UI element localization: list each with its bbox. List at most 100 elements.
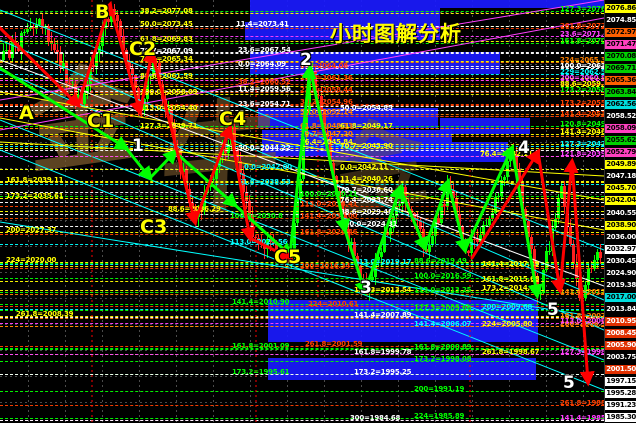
price-tick[interactable]: 2024.90	[606, 269, 636, 277]
candle-body	[386, 231, 389, 235]
fibonacci-label: 113.0=2038.41	[300, 200, 358, 208]
price-tick[interactable]: 2017.00	[605, 293, 636, 302]
price-tick[interactable]: 2063.84	[605, 88, 636, 97]
fibonacci-label: 173.2=1998.08	[414, 355, 472, 363]
projection-wave-red-segment	[558, 157, 579, 292]
price-tick[interactable]: 2030.45	[606, 257, 636, 265]
candle-body	[218, 154, 221, 168]
candle-body	[473, 238, 476, 240]
fibonacci-label: 224=2005.80	[482, 320, 533, 328]
fibonacci-line	[0, 36, 604, 37]
fibonacci-label: 113.0=2019.17	[354, 258, 412, 266]
candle-body	[56, 49, 59, 52]
price-tick[interactable]: 2074.85	[606, 16, 636, 24]
price-tick[interactable]: 2055.62	[605, 136, 636, 145]
price-tick[interactable]: 2001.50	[605, 365, 636, 374]
candle-body	[515, 155, 518, 170]
projection-wave-red-segment	[536, 150, 566, 295]
corrective-wave-red-segment	[108, 3, 145, 117]
price-tick[interactable]: 2032.97	[605, 245, 636, 254]
fibonacci-line	[0, 323, 604, 324]
trend-line	[0, 117, 604, 231]
fibonacci-label: 173.2=2058.65	[560, 86, 604, 94]
price-tick[interactable]: 2010.95	[605, 317, 636, 326]
fibonacci-line	[0, 218, 604, 219]
candle-wick	[264, 241, 265, 259]
fibonacci-line	[0, 202, 604, 203]
price-tick[interactable]: 2038.90	[605, 221, 636, 230]
price-tick[interactable]: 2008.45	[605, 329, 636, 338]
price-tick[interactable]: 2071.47	[605, 40, 636, 49]
price-axis-scale[interactable]: 2076.86 2074.85 2072.97 2071.47 2070.08 2069.…	[604, 0, 636, 423]
price-tick[interactable]: 2003.75	[606, 353, 636, 361]
wave-point-label-2: 2	[300, 50, 312, 70]
fibonacci-label: 161.8=2001.09	[232, 342, 290, 350]
price-tick[interactable]: 2058.09	[605, 124, 636, 133]
candle-body	[578, 279, 581, 299]
price-tick[interactable]: 2036.00	[606, 233, 636, 241]
impulse-wave-green-segment	[148, 148, 179, 180]
candle-body	[95, 53, 98, 67]
grid-line-horizontal	[0, 350, 604, 351]
price-tick[interactable]: 2040.55	[606, 209, 636, 217]
candle-body	[431, 235, 434, 245]
price-tick[interactable]: 2065.36	[605, 76, 636, 85]
price-tick[interactable]: 2072.97	[605, 28, 636, 37]
price-tick[interactable]: 2005.90	[605, 341, 636, 350]
price-tick[interactable]: 1997.15	[605, 377, 636, 386]
fibonacci-line	[0, 182, 604, 183]
fibonacci-line	[0, 104, 604, 105]
fibonacci-line	[0, 391, 604, 392]
price-tick[interactable]: 2070.08	[605, 52, 636, 61]
price-tick[interactable]: 1995.28	[605, 389, 636, 398]
fibonacci-label: 120.8=2049.61	[560, 120, 604, 128]
corrective-wave-red-segment	[228, 126, 256, 243]
price-tick[interactable]: 2076.86	[605, 4, 636, 13]
fibonacci-label: 200=1991.19	[414, 385, 465, 393]
price-tick[interactable]: 2058.52	[606, 112, 636, 120]
wave-point-label-1: 1	[132, 136, 144, 156]
fibonacci-line	[0, 263, 604, 264]
price-tick[interactable]: 2013.84	[606, 305, 636, 313]
grid-line-horizontal	[0, 272, 604, 273]
candle-body	[38, 19, 41, 26]
price-tick[interactable]: 2019.38	[606, 281, 636, 289]
candle-body	[41, 19, 44, 29]
candle-body	[359, 266, 362, 280]
candle-body	[62, 63, 65, 68]
price-tick[interactable]: 2049.89	[605, 160, 636, 169]
chart-plot-area[interactable]: 金 牛 金 38.2=2077.08127.3=2076.8650.0=2073…	[0, 0, 604, 423]
candle-body	[368, 279, 371, 294]
fibonacci-label: 61.8=2049.17	[340, 122, 393, 130]
price-tick[interactable]: 2045.70	[605, 184, 636, 193]
fibonacci-label: 50.0=2044.22	[238, 144, 291, 152]
fibonacci-line	[0, 61, 604, 62]
fibonacci-label: 38.2=2077.08	[140, 7, 193, 15]
price-tick[interactable]: 2069.71	[605, 64, 636, 73]
fibonacci-line	[0, 348, 604, 349]
price-tick[interactable]: 1991.23	[605, 401, 636, 410]
candle-body	[503, 176, 506, 181]
price-tick[interactable]: 2052.79	[605, 148, 636, 157]
fibonacci-line	[0, 106, 604, 107]
candle-body	[59, 51, 62, 68]
candle-body	[233, 126, 236, 151]
fibonacci-label: 11.4=2073.41	[236, 20, 289, 28]
candle-body	[398, 203, 401, 207]
candle-body	[80, 95, 83, 104]
highlight-zone	[330, 142, 508, 162]
candle-body	[494, 197, 497, 214]
price-tick[interactable]: 2042.04	[605, 196, 636, 205]
fibonacci-line	[0, 244, 604, 245]
candle-body	[248, 201, 251, 216]
trend-line	[0, 0, 604, 101]
price-tick[interactable]: 1985.30	[605, 413, 636, 422]
fibonacci-line	[0, 316, 604, 317]
fibonacci-line	[0, 294, 604, 295]
price-tick[interactable]: 2062.56	[605, 100, 636, 109]
fibonacci-label: 88.6=2029.48	[340, 208, 393, 216]
fibonacci-label: 88.6=2061.59	[140, 72, 193, 80]
fibonacci-label: 50.0=2073.45	[140, 20, 193, 28]
price-tick[interactable]: 2047.18	[606, 172, 636, 180]
fibonacci-label: 113.0=2054.40	[140, 104, 198, 112]
